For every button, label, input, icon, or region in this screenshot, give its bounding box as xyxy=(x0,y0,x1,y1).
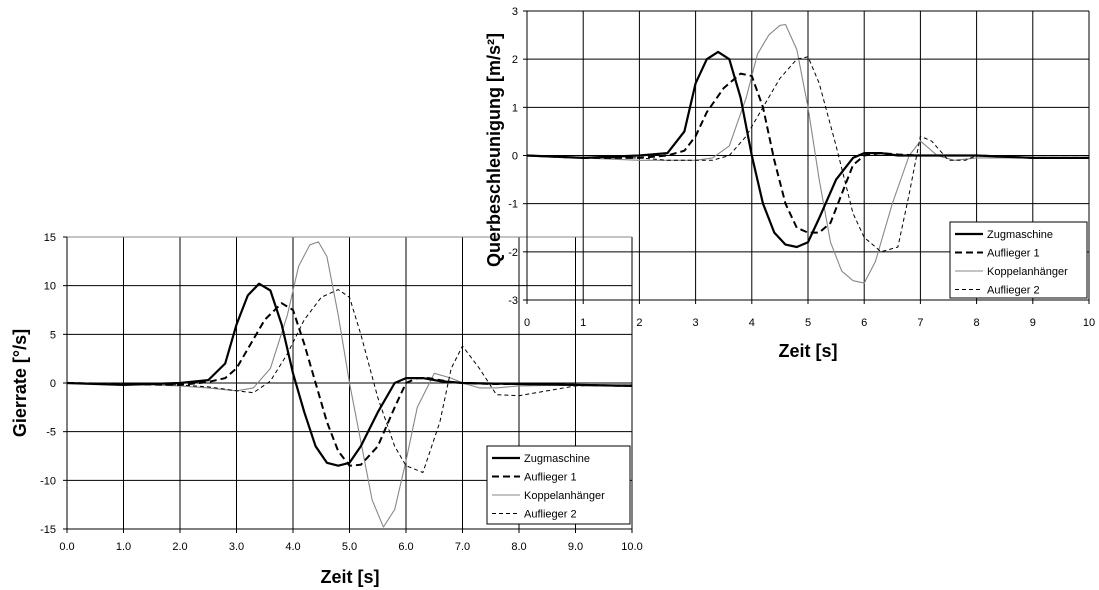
querbeschleunigung-x-tick-label: 10 xyxy=(1083,317,1095,329)
gierrate-series-1 xyxy=(66,282,633,467)
querbeschleunigung-legend-label-2: Auflieger 1 xyxy=(987,248,1040,260)
querbeschleunigung-y-tick-label: -3 xyxy=(508,295,518,307)
querbeschleunigung-x-tick-label: 5 xyxy=(805,317,811,329)
gierrate-x-tick-label: 5.0 xyxy=(342,541,357,553)
querbeschleunigung-y-tick-label: -1 xyxy=(508,199,518,211)
gierrate-x-tick-label: 3.0 xyxy=(229,541,244,553)
gierrate-legend-label-4: Auflieger 2 xyxy=(524,509,577,521)
gierrate-y-tick-label: -5 xyxy=(46,427,56,439)
gierrate-x-axis-title: Zeit [s] xyxy=(320,567,379,587)
querbeschleunigung-series-3 xyxy=(526,23,1089,284)
querbeschleunigung-x-tick-label: 8 xyxy=(974,317,980,329)
querbeschleunigung-legend-label-3: Koppelanhänger xyxy=(987,266,1068,278)
gierrate-series-4 xyxy=(66,289,633,473)
querbeschleunigung-x-tick-label: 6 xyxy=(861,317,867,329)
querbeschleunigung-x-tick-label: 2 xyxy=(636,317,642,329)
querbeschleunigung-y-tick-label: 3 xyxy=(512,6,518,18)
querbeschleunigung-legend-label-1: Zugmaschine xyxy=(987,229,1053,241)
gierrate-x-tick-label: 4.0 xyxy=(285,541,300,553)
querbeschleunigung-x-tick-label: 4 xyxy=(749,317,755,329)
querbeschleunigung-x-tick-label: 9 xyxy=(1030,317,1036,329)
gierrate-y-tick-label: 15 xyxy=(44,232,56,244)
gierrate-x-tick-label: 0.0 xyxy=(59,541,74,553)
querbeschleunigung-legend-label-4: Auflieger 2 xyxy=(987,285,1040,297)
gierrate-x-tick-label: 6.0 xyxy=(398,541,413,553)
gierrate-y-tick-label: -15 xyxy=(40,524,56,536)
querbeschleunigung-y-tick-label: -2 xyxy=(508,247,518,259)
gierrate-y-tick-label: -10 xyxy=(40,475,56,487)
gierrate-series-2 xyxy=(66,302,633,467)
querbeschleunigung-legend: Zugmaschine Auflieger 1 Koppelanhänger Aufl… xyxy=(949,221,1088,299)
gierrate-x-tick-label: 1.0 xyxy=(116,541,131,553)
gierrate-x-tick-label: 10.0 xyxy=(621,541,642,553)
gierrate-y-tick-label: 10 xyxy=(44,281,56,293)
querbeschleunigung-series-1 xyxy=(526,50,1089,249)
querbeschleunigung-x-tick-label: 0 xyxy=(524,317,530,329)
gierrate-y-tick-label: 5 xyxy=(50,329,56,341)
querbeschleunigung-x-tick-label: 7 xyxy=(917,317,923,329)
querbeschleunigung-y-tick-label: 2 xyxy=(512,54,518,66)
querbeschleunigung-series-2 xyxy=(526,72,1089,234)
querbeschleunigung-x-tick-label: 1 xyxy=(580,317,586,329)
gierrate-series-3 xyxy=(66,241,632,528)
querbeschleunigung-y-axis-title: Querbeschleunigung [m/s²] xyxy=(484,33,504,267)
gierrate-legend: Zugmaschine Auflieger 1 Koppelanhänger Aufl… xyxy=(486,445,631,525)
querbeschleunigung-x-axis-title: Zeit [s] xyxy=(778,341,837,361)
gierrate-x-tick-label: 2.0 xyxy=(172,541,187,553)
gierrate-y-axis-title: Gierrate [°/s] xyxy=(10,329,30,437)
gierrate-legend-label-3: Koppelanhänger xyxy=(524,490,605,502)
querbeschleunigung-x-tick-label: 3 xyxy=(693,317,699,329)
querbeschleunigung-y-tick-label: 1 xyxy=(512,102,518,114)
gierrate-x-tick-label: 9.0 xyxy=(568,541,583,553)
querbeschleunigung-y-tick-label: 0 xyxy=(512,151,518,163)
gierrate-legend-label-1: Zugmaschine xyxy=(524,453,590,465)
querbeschleunigung-series-4 xyxy=(526,56,1089,253)
gierrate-legend-label-2: Auflieger 1 xyxy=(524,472,577,484)
gierrate-x-tick-label: 8.0 xyxy=(511,541,526,553)
gierrate-x-tick-label: 7.0 xyxy=(455,541,470,553)
gierrate-y-tick-label: 0 xyxy=(50,378,56,390)
